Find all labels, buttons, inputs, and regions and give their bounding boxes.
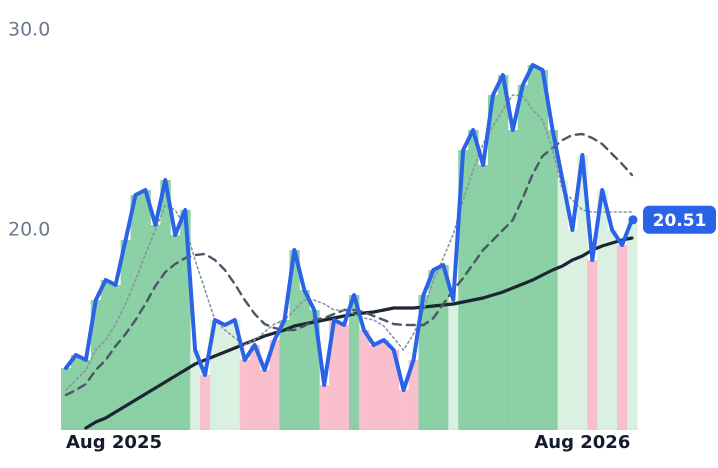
trend-column: [299, 290, 310, 430]
trend-column: [488, 95, 499, 430]
trend-column: [627, 219, 638, 430]
trend-column: [279, 320, 290, 430]
trend-column: [140, 190, 151, 430]
trend-column: [70, 355, 82, 430]
trend-column: [358, 330, 370, 430]
trend-column: [577, 155, 588, 430]
trend-column: [547, 130, 559, 430]
trend-column: [587, 260, 598, 430]
trend-column: [408, 360, 420, 430]
x-tick-label: Aug 2026: [534, 432, 630, 453]
trend-column: [438, 265, 449, 430]
trend-column: [378, 340, 390, 430]
trend-column: [249, 345, 261, 430]
trend-column: [517, 85, 529, 430]
trend-column: [160, 180, 171, 430]
trend-column: [309, 310, 320, 430]
trend-column: [180, 210, 191, 430]
trend-column: [170, 235, 181, 430]
trend-column: [607, 230, 618, 430]
trend-column: [458, 150, 469, 430]
last-value-badge: [643, 205, 716, 234]
trend-column: [190, 350, 201, 430]
trend-column: [339, 325, 350, 430]
trend-column: [448, 300, 459, 430]
trend-column: [90, 300, 102, 430]
y-tick-label: 20.0: [8, 219, 50, 241]
y-tick-label: 30.0: [8, 19, 50, 41]
trend-column: [209, 320, 221, 430]
trend-column: [219, 325, 231, 430]
series-line: [65, 94, 633, 391]
trend-column: [428, 270, 439, 430]
trend-column: [259, 370, 271, 430]
trend-column: [130, 195, 141, 430]
trend-column: [269, 340, 280, 430]
trend-column: [150, 225, 161, 430]
trend-column: [289, 250, 300, 430]
trend-column: [468, 130, 479, 430]
trend-column: [617, 245, 628, 430]
series-line: [64, 132, 634, 397]
trend-column: [80, 360, 92, 430]
trend-column: [597, 190, 608, 430]
trend-column: [200, 375, 211, 430]
trend-column: [388, 350, 400, 430]
trend-column: [368, 345, 380, 430]
trend-column: [61, 368, 72, 430]
trend-column: [100, 280, 112, 430]
last-value-label: 20.51: [653, 211, 707, 231]
trend-column: [110, 285, 122, 430]
trend-column: [537, 70, 549, 430]
last-point: [628, 215, 638, 225]
trend-column: [239, 360, 251, 430]
trend-column: [229, 320, 241, 430]
trend-column: [398, 390, 410, 430]
trend-column: [329, 320, 340, 430]
trend-column: [497, 75, 509, 430]
trend-column: [507, 130, 519, 430]
trend-column: [527, 65, 539, 430]
trend-column: [418, 295, 429, 430]
trend-column: [319, 385, 330, 430]
x-tick-label: Aug 2025: [66, 432, 162, 453]
trend-column: [349, 295, 360, 430]
trend-column: [557, 180, 568, 430]
trend-column: [567, 230, 578, 430]
series-line: [64, 63, 634, 392]
